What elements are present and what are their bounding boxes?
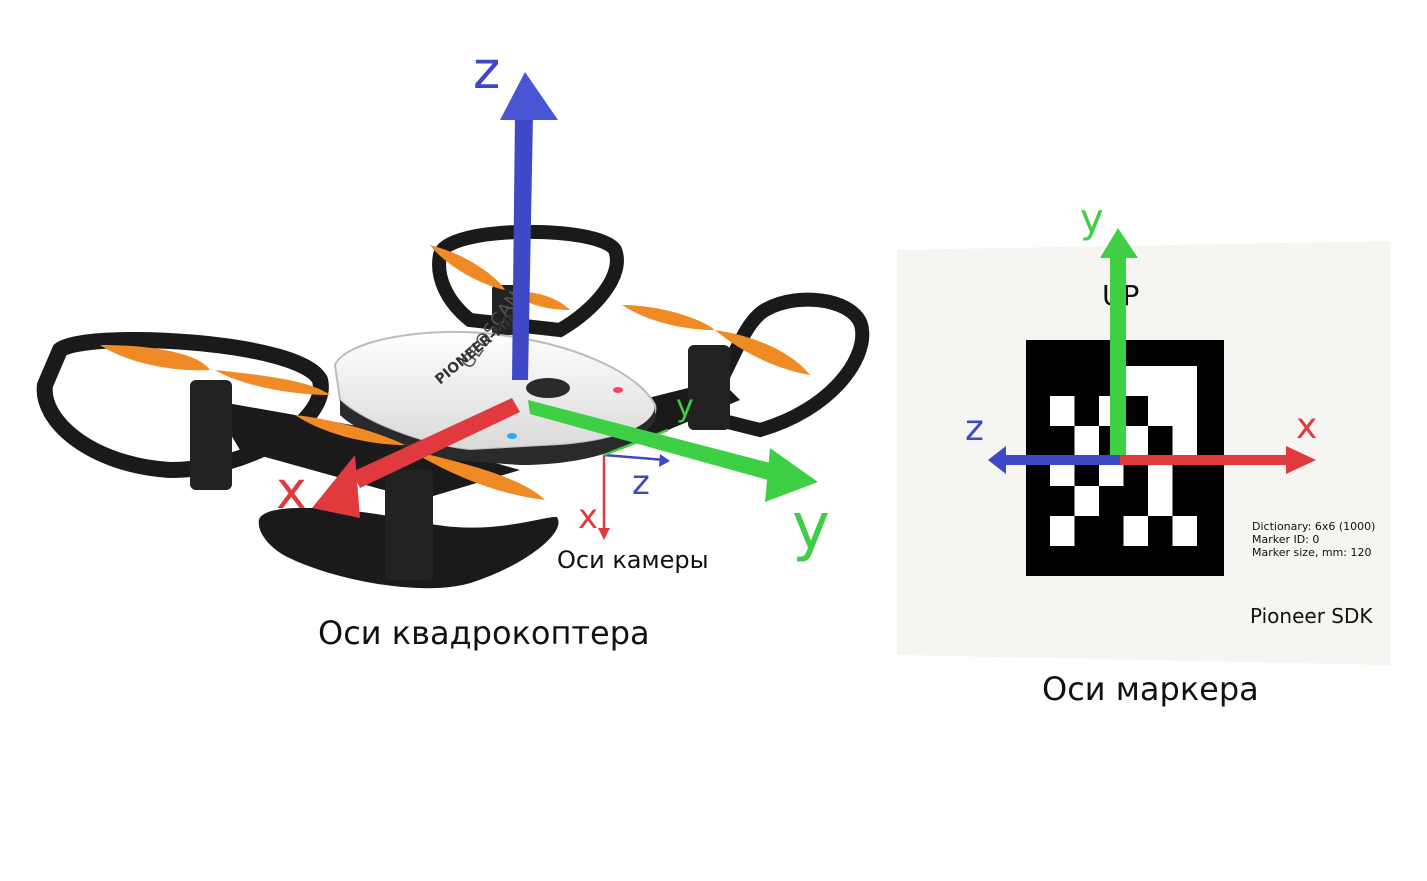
aruco-cell xyxy=(1172,366,1197,396)
marker-axis-z-shaft xyxy=(1002,455,1120,465)
marker-info-id: Marker ID: 0 xyxy=(1252,533,1319,546)
marker-axes-caption: Оси маркера xyxy=(1042,670,1259,708)
quadcopter-illustration: GEOSCAN PIONEER-MINI xyxy=(36,224,870,589)
quad-axis-x-label: x xyxy=(276,461,307,521)
quad-axis-z-label: z xyxy=(473,41,500,101)
body-led-red xyxy=(613,387,623,393)
aruco-cell xyxy=(1050,516,1075,546)
marker-axis-x: x xyxy=(1118,406,1317,474)
aruco-cell xyxy=(1148,366,1173,396)
aruco-cell xyxy=(1050,396,1075,426)
aruco-cell xyxy=(1172,396,1197,426)
marker-axis-y-head xyxy=(1100,228,1138,258)
aruco-cell xyxy=(1123,516,1148,546)
aruco-cell xyxy=(1172,516,1197,546)
marker-axis-z-label: z xyxy=(965,408,984,449)
camera-axis-z-label: z xyxy=(632,463,650,503)
quad-axis-x-head xyxy=(312,455,360,518)
quad-axis-z-head xyxy=(500,72,558,120)
motor-left xyxy=(190,380,232,490)
camera-axes: x z y xyxy=(578,389,694,540)
marker-axis-y: y xyxy=(1080,196,1138,460)
frame-arms xyxy=(210,400,520,500)
aruco-cell xyxy=(1172,426,1197,456)
marker-info-size: Marker size, mm: 120 xyxy=(1252,546,1371,559)
aruco-cell xyxy=(1123,366,1148,396)
quad-axes-caption: Оси квадрокоптера xyxy=(318,614,650,652)
quad-axis-z: z xyxy=(473,41,558,380)
camera-axis-y-label: y xyxy=(676,389,694,424)
motor-front xyxy=(385,470,433,580)
marker-axis-x-label: x xyxy=(1296,406,1317,447)
quad-axis-x-shaft xyxy=(352,398,520,488)
body-led-blue xyxy=(507,433,517,439)
aruco-cell xyxy=(1074,426,1099,456)
marker-info-dictionary: Dictionary: 6x6 (1000) xyxy=(1252,520,1375,533)
aruco-cell xyxy=(1074,486,1099,516)
marker-axis-z-head xyxy=(988,446,1006,474)
quad-axis-y-shaft xyxy=(528,400,778,482)
marker-illustration: UP Dictionary: 6x6 (1000) Marker ID: 0 M… xyxy=(897,241,1390,665)
marker-axis-y-shaft xyxy=(1110,255,1126,460)
marker-axis-z: z xyxy=(965,408,1120,474)
quad-axis-y-label: y xyxy=(792,490,830,564)
marker-axis-y-label: y xyxy=(1080,196,1104,242)
motor-right xyxy=(688,345,730,430)
camera-axes-caption: Оси камеры xyxy=(557,546,709,574)
marker-sdk-label: Pioneer SDK xyxy=(1250,604,1373,628)
quad-axis-z-shaft xyxy=(512,115,533,380)
right-prop-guard xyxy=(688,292,870,438)
aruco-cell xyxy=(1123,426,1148,456)
quad-axis-y-head xyxy=(765,448,818,502)
marker-axis-x-shaft xyxy=(1118,455,1290,465)
quad-axis-x: x xyxy=(276,398,520,521)
aruco-cell xyxy=(1148,396,1173,426)
aruco-cell xyxy=(1148,486,1173,516)
rear-prop-guard xyxy=(432,224,624,338)
camera-hole xyxy=(526,378,570,398)
camera-axis-x-label: x xyxy=(578,497,598,537)
quad-axis-y: y xyxy=(528,400,830,564)
marker-axis-x-head xyxy=(1286,446,1316,474)
